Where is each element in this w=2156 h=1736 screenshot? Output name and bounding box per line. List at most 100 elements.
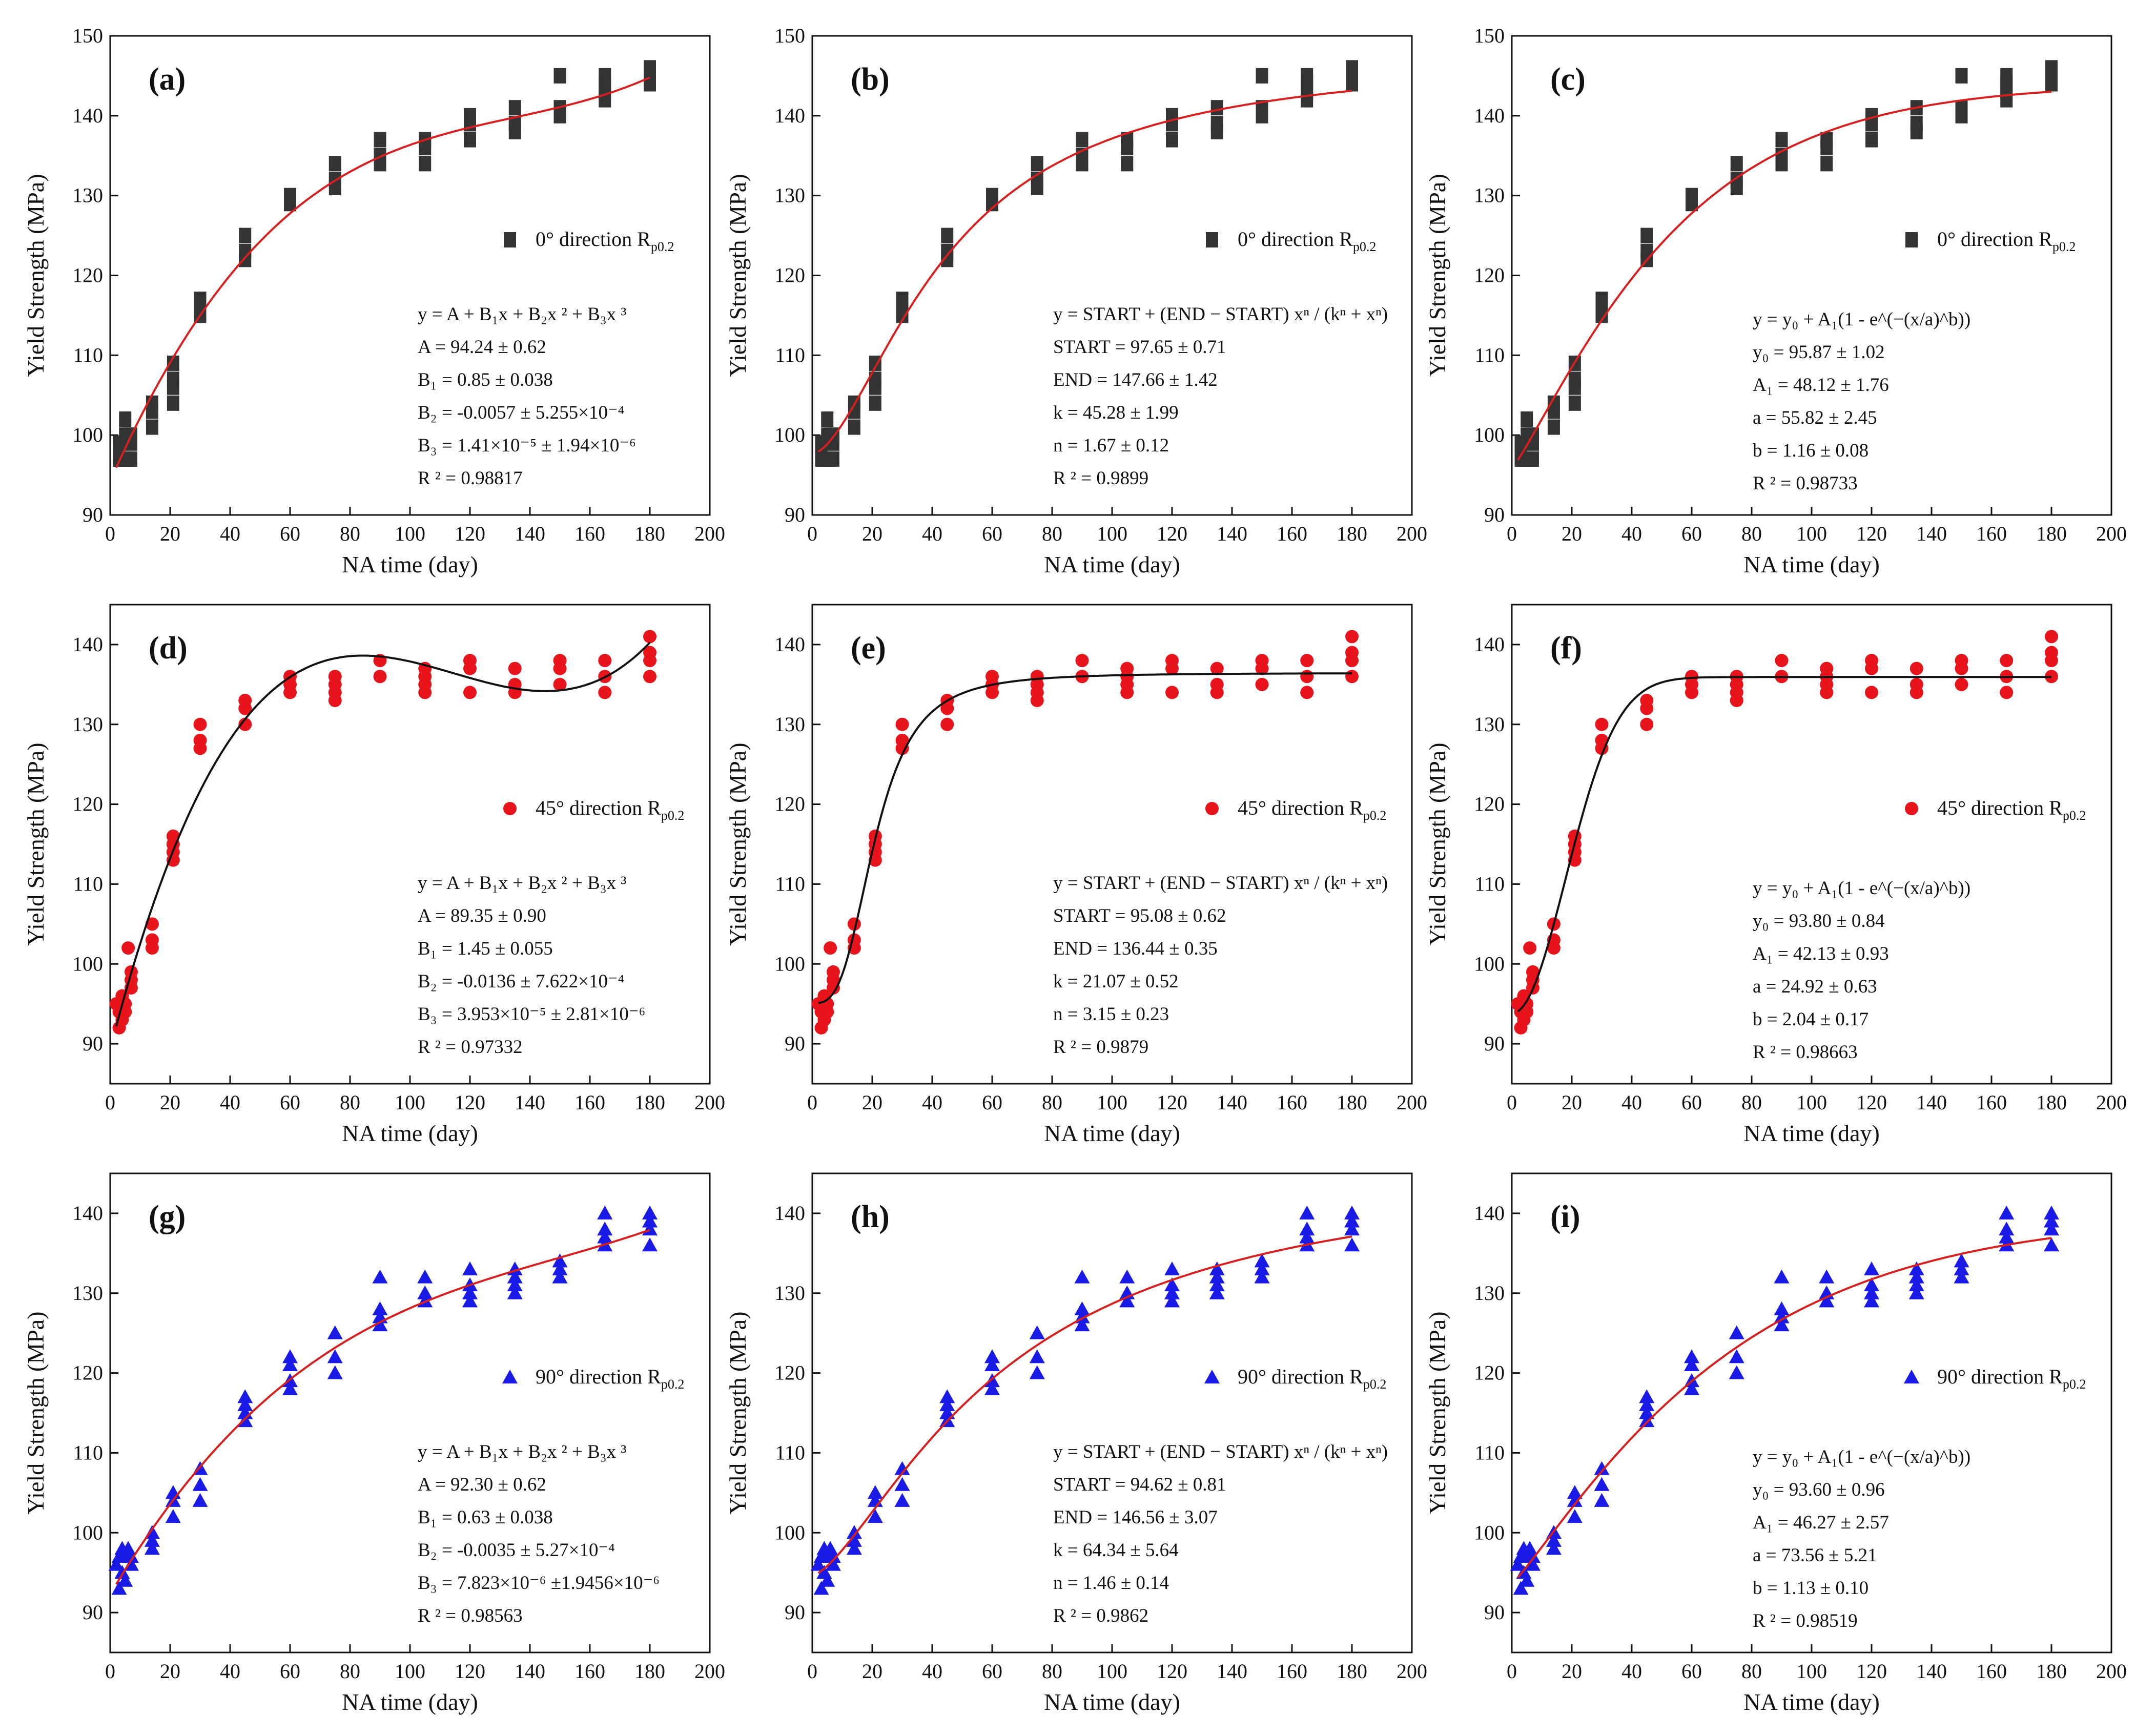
x-tick-label: 40 (220, 1091, 240, 1114)
data-point (2045, 68, 2058, 84)
data-point (192, 1493, 208, 1507)
data-point (1639, 1405, 1655, 1419)
x-tick-label: 60 (1681, 1660, 1702, 1683)
fit-parameter: START = 95.08 ± 0.62 (1053, 905, 1226, 926)
y-tick-label: 100 (72, 423, 103, 446)
fit-parameter: A₁ = 46.27 ± 2.57 (1753, 1512, 1889, 1533)
y-tick-label: 90 (83, 1032, 103, 1055)
y-tick-label: 100 (1474, 1521, 1505, 1544)
fit-parameter: b = 2.04 ± 0.17 (1753, 1009, 1868, 1030)
y-tick-label: 130 (774, 1282, 805, 1305)
x-tick-label: 100 (1796, 1091, 1827, 1114)
data-point (193, 717, 207, 731)
y-tick-label: 90 (785, 1032, 805, 1055)
data-point (1520, 1005, 1534, 1019)
data-point (941, 228, 954, 243)
fit-parameter: A = 92.30 ± 0.62 (418, 1474, 546, 1495)
panel-label: (a) (149, 62, 186, 97)
y-tick-label: 90 (785, 1601, 805, 1624)
x-tick-label: 20 (862, 522, 882, 545)
x-tick-label: 40 (1621, 1091, 1642, 1114)
data-point (984, 1381, 1000, 1395)
data-point (1164, 1262, 1180, 1275)
data-point (1729, 1325, 1744, 1339)
data-point (1999, 1205, 2015, 1220)
legend-label: 0° direction Rp0.2 (536, 228, 674, 254)
fit-parameter: A₁ = 42.13 ± 0.93 (1753, 943, 1889, 964)
data-point (1344, 1205, 1360, 1220)
data-point (1031, 156, 1043, 172)
data-point (327, 1365, 343, 1379)
x-tick-label: 100 (395, 522, 425, 545)
y-tick-label: 100 (72, 952, 103, 975)
fit-parameter: B₃ = 3.953×10⁻⁵ ± 2.81×10⁻⁶ (418, 1004, 645, 1025)
fit-equation: y = A + B₁x + B₂x ² + B₃x ³ (418, 1441, 627, 1462)
legend-label: 45° direction Rp0.2 (536, 796, 684, 823)
data-point (1299, 1205, 1315, 1220)
y-tick-label: 90 (785, 503, 805, 526)
fit-parameter: A = 89.35 ± 0.90 (418, 905, 546, 926)
fit-parameter: R ² = 0.9899 (1053, 468, 1148, 489)
data-point (1121, 156, 1134, 172)
fit-parameter: n = 3.15 ± 0.23 (1053, 1004, 1169, 1025)
y-tick-label: 90 (83, 1601, 103, 1624)
y-tick-label: 120 (1474, 793, 1505, 816)
data-point (2045, 654, 2058, 668)
data-point (1864, 1277, 1879, 1292)
data-point (1908, 1285, 1924, 1299)
fit-parameter: k = 64.34 ± 5.64 (1053, 1540, 1179, 1561)
data-point (373, 670, 387, 684)
data-point (1344, 1213, 1360, 1228)
data-point (1525, 1549, 1541, 1563)
data-point (597, 1222, 613, 1236)
data-point (1865, 662, 1878, 675)
data-point (1074, 1317, 1090, 1332)
data-point (167, 395, 179, 411)
x-tick-label: 0 (807, 522, 817, 545)
y-tick-label: 90 (1484, 503, 1505, 526)
fit-curve (1517, 91, 2052, 461)
data-point (939, 1405, 955, 1419)
x-tick-label: 80 (1741, 1091, 1762, 1114)
data-point (826, 981, 840, 995)
data-point (1568, 379, 1581, 395)
data-point (1955, 662, 1968, 675)
y-tick-label: 110 (73, 1441, 103, 1464)
data-point (1210, 100, 1223, 116)
legend-subscript: p0.2 (1363, 1377, 1387, 1392)
data-point (2044, 1222, 2059, 1236)
fit-equation: y = START + (END − START) xⁿ / (kⁿ + xⁿ) (1053, 304, 1388, 325)
data-point (1955, 677, 1968, 691)
y-tick-label: 140 (1474, 104, 1505, 127)
data-point (146, 419, 158, 435)
data-point (1300, 686, 1314, 699)
y-axis-label: Yield Strength (MPa) (23, 174, 49, 377)
data-point (1256, 68, 1268, 84)
x-tick-label: 160 (574, 1660, 605, 1683)
data-point (1029, 1325, 1045, 1339)
x-tick-label: 20 (1562, 1660, 1582, 1683)
x-tick-label: 200 (2096, 522, 2127, 545)
data-point (643, 630, 656, 644)
panel-label: (f) (1550, 631, 1582, 666)
fit-parameter: a = 73.56 ± 5.21 (1753, 1545, 1877, 1566)
x-tick-label: 120 (455, 1660, 485, 1683)
x-tick-label: 200 (2096, 1091, 2127, 1114)
data-point (2044, 1213, 2059, 1228)
x-tick-label: 140 (1217, 1660, 1247, 1683)
data-point (827, 451, 839, 467)
data-point (1210, 124, 1223, 139)
x-tick-label: 160 (1976, 1091, 2007, 1114)
fit-parameter: END = 136.44 ± 0.35 (1053, 938, 1218, 959)
data-point (328, 694, 342, 707)
data-point (939, 1389, 955, 1403)
data-point (1346, 68, 1358, 84)
data-point (552, 1253, 568, 1268)
x-tick-label: 80 (1042, 522, 1062, 545)
x-tick-label: 180 (1337, 522, 1367, 545)
data-point (1119, 1293, 1135, 1308)
legend-subscript: p0.2 (651, 239, 674, 254)
data-point (846, 1525, 862, 1539)
data-point (1546, 1541, 1562, 1555)
x-tick-label: 0 (105, 1660, 115, 1683)
